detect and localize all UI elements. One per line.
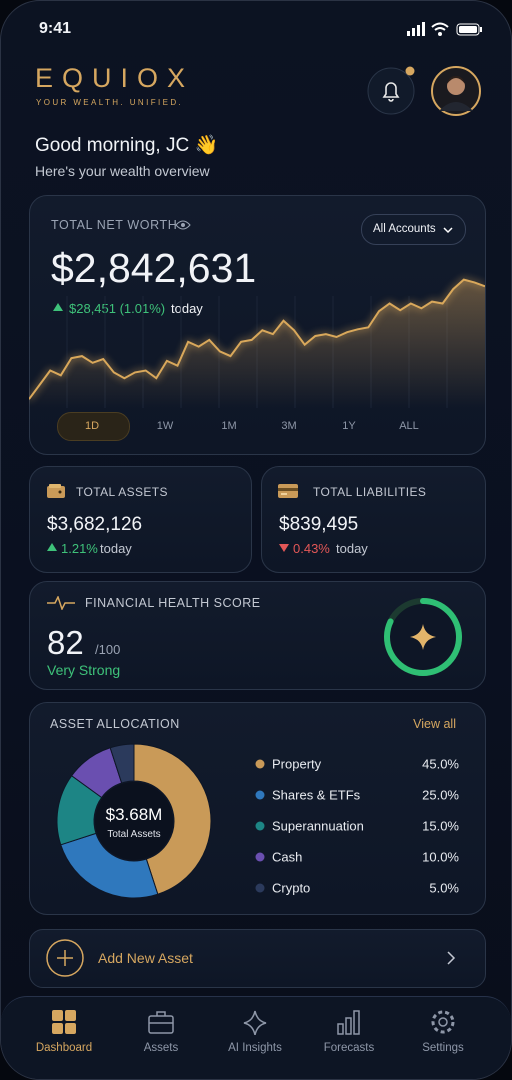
- health-score-max: /100: [95, 642, 121, 657]
- up-arrow: [47, 543, 57, 551]
- add-asset-button[interactable]: [29, 929, 486, 988]
- range-tab[interactable]: 1W: [156, 420, 174, 432]
- nav-label[interactable]: Forecasts: [323, 1042, 375, 1054]
- view-all-link[interactable]: View all: [413, 717, 456, 731]
- liabilities-change: 0.43%: [293, 541, 330, 556]
- net-worth-change-suffix: today: [171, 301, 203, 316]
- legend-dot: [255, 759, 265, 769]
- legend-label: Property: [272, 757, 322, 772]
- health-label: FINANCIAL HEALTH SCORE: [85, 596, 261, 610]
- nav-label[interactable]: Dashboard: [35, 1042, 93, 1054]
- tagline: YOUR WEALTH. UNIFIED.: [36, 98, 184, 107]
- legend-dot: [255, 883, 265, 893]
- range-tab[interactable]: 3M: [281, 420, 297, 432]
- range-tab-active: [57, 412, 130, 441]
- nav-icon[interactable]: [430, 1009, 456, 1035]
- notification-dot: [405, 66, 415, 76]
- assets-change: 1.21%: [61, 541, 98, 556]
- legend-label: Superannuation: [272, 819, 364, 834]
- legend-label: Cash: [272, 850, 302, 865]
- nav-icon[interactable]: [336, 1009, 362, 1035]
- total-assets-card[interactable]: [29, 466, 252, 573]
- greeting-subtitle: Here's your wealth overview: [35, 163, 210, 179]
- health-score: 82: [47, 624, 84, 661]
- legend-value: 15.0%: [422, 819, 459, 834]
- wallet-icon: [47, 484, 65, 498]
- greeting-title: Good morning, JC 👋: [35, 135, 219, 156]
- legend-dot: [255, 821, 265, 831]
- range-tab[interactable]: ALL: [399, 420, 419, 432]
- legend-dot: [255, 790, 265, 800]
- status-time: 9:41: [39, 20, 72, 37]
- donut-center-label: Total Assets: [107, 829, 160, 840]
- nav-icon[interactable]: [148, 1009, 174, 1035]
- donut-center: [95, 782, 173, 860]
- nav-label[interactable]: Assets: [143, 1042, 179, 1054]
- brand: EQUIOX: [35, 63, 195, 93]
- status-icons: [407, 22, 482, 36]
- health-ring-arc: [384, 598, 462, 676]
- legend-dot: [255, 852, 265, 862]
- donut-center-value: $3.68M: [106, 805, 163, 824]
- range-tab[interactable]: 1D: [84, 420, 100, 432]
- health-ring: [384, 598, 462, 676]
- nav-icon-glyph: [148, 1011, 174, 1034]
- nav-icon-glyph: [52, 1010, 76, 1034]
- allocation-slice: [60, 832, 159, 899]
- nav-label[interactable]: Settings: [422, 1042, 464, 1054]
- allocation-chart: Property 45.0% Shares & ETFs 25.0% Superannu…: [56, 743, 459, 899]
- add-asset-label: Add New Asset: [98, 950, 193, 966]
- legend-value: 5.0%: [429, 881, 459, 896]
- account-selector[interactable]: [361, 214, 466, 245]
- plus-icon: [46, 939, 84, 977]
- assets-change-suffix: today: [100, 541, 132, 556]
- net-worth-area: [29, 279, 485, 408]
- nav-icon[interactable]: [51, 1009, 77, 1035]
- legend-value: 45.0%: [422, 757, 459, 772]
- legend-value: 25.0%: [422, 788, 459, 803]
- up-arrow: [53, 303, 63, 311]
- liabilities-change-suffix: today: [336, 541, 368, 556]
- assets-value: $3,682,126: [47, 514, 143, 535]
- nav-icon[interactable]: [242, 1009, 268, 1036]
- allocation-title: ASSET ALLOCATION: [50, 717, 180, 731]
- legend-value: 10.0%: [422, 850, 459, 865]
- down-arrow: [279, 544, 289, 552]
- nav-icon-glyph: [243, 1010, 267, 1036]
- health-rating: Very Strong: [47, 662, 121, 678]
- liabilities-value: $839,495: [279, 514, 359, 535]
- liabilities-label: TOTAL LIABILITIES: [313, 485, 427, 499]
- nav-icon-glyph: [431, 1010, 455, 1034]
- bottom-nav: [1, 996, 511, 1079]
- pulse-icon: [47, 596, 75, 610]
- allocation-slice: [109, 743, 135, 784]
- net-worth-chart: [29, 278, 485, 408]
- account-selector-label: All Accounts: [373, 223, 436, 235]
- allocation-slice: [133, 743, 212, 895]
- card-icon: [278, 484, 298, 498]
- net-worth-value: $2,842,631: [51, 245, 257, 291]
- range-tab[interactable]: 1Y: [342, 420, 356, 432]
- assets-label: TOTAL ASSETS: [76, 485, 168, 499]
- eye-icon[interactable]: [175, 219, 191, 231]
- net-worth-line: [29, 278, 485, 400]
- header-actions: [367, 66, 481, 116]
- nav-icon-glyph: [337, 1010, 360, 1035]
- net-worth-label: TOTAL NET WORTH: [51, 218, 178, 232]
- range-tab[interactable]: 1M: [221, 420, 237, 432]
- total-liabilities-card[interactable]: [261, 466, 486, 573]
- chevron-down: [443, 227, 453, 234]
- nav-label[interactable]: AI Insights: [228, 1042, 282, 1054]
- notification-button[interactable]: [367, 67, 415, 115]
- legend-label: Shares & ETFs: [272, 788, 361, 803]
- legend-label: Crypto: [272, 881, 310, 896]
- chevron-right: [447, 951, 456, 965]
- net-worth-change: $28,451 (1.01%): [69, 301, 166, 316]
